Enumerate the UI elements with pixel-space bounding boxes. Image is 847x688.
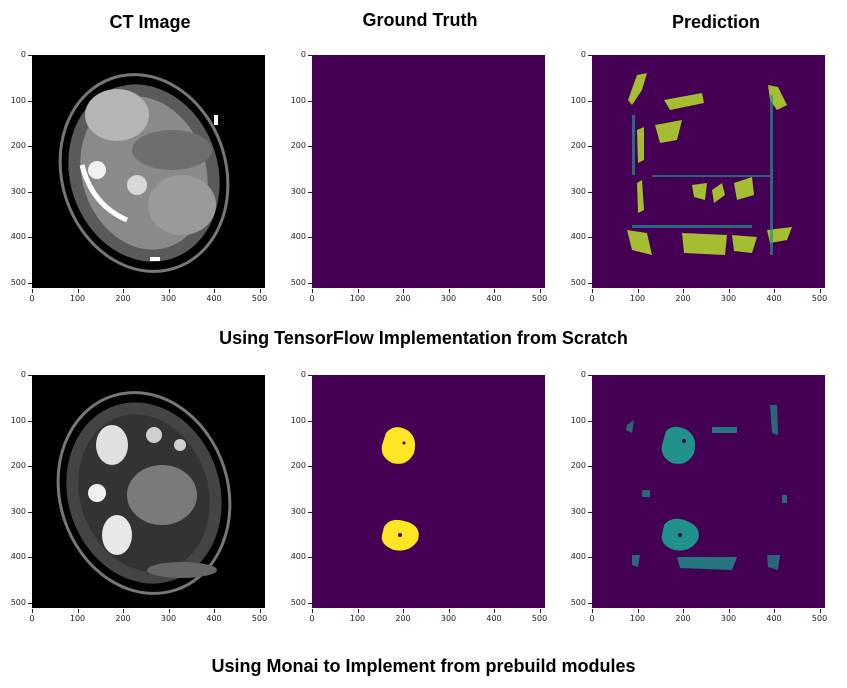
x-tick-label: 0 <box>20 289 44 303</box>
y-tick-label: 300 <box>2 187 32 196</box>
ground-truth-mask <box>381 427 419 551</box>
x-tick-label: 200 <box>391 609 415 623</box>
y-tick-label: 300 <box>562 507 592 516</box>
y-tick-label: 200 <box>282 141 312 150</box>
y-tick-label: 100 <box>2 416 32 425</box>
y-tick-label: 500 <box>2 278 32 287</box>
y-tick-label: 400 <box>2 232 32 241</box>
ct-image-panel <box>32 375 265 608</box>
x-tick-label: 400 <box>202 289 226 303</box>
y-tick-label: 100 <box>282 96 312 105</box>
x-tick-label: 200 <box>111 609 135 623</box>
row-caption-monai: Using Monai to Implement from prebuild m… <box>211 656 636 676</box>
x-tick-label: 300 <box>157 289 181 303</box>
x-tick-label: 300 <box>437 289 461 303</box>
ct-slice-image <box>56 391 232 595</box>
prediction-mask <box>626 405 787 570</box>
x-tick-label: 200 <box>671 289 695 303</box>
y-tick-label: 400 <box>2 552 32 561</box>
y-tick-label: 200 <box>562 141 592 150</box>
x-tick-label: 200 <box>111 289 135 303</box>
y-tick-label: 400 <box>282 232 312 241</box>
x-tick-label: 100 <box>346 289 370 303</box>
x-tick-label: 300 <box>157 609 181 623</box>
y-tick-label: 200 <box>2 141 32 150</box>
x-tick-label: 500 <box>248 609 272 623</box>
y-tick-label: 500 <box>562 278 592 287</box>
x-tick-label: 200 <box>391 289 415 303</box>
x-tick-label: 400 <box>762 289 786 303</box>
x-tick-label: 500 <box>808 289 832 303</box>
ground-truth-panel <box>312 55 545 288</box>
x-tick-label: 100 <box>66 289 90 303</box>
y-tick-label: 300 <box>562 187 592 196</box>
y-tick-label: 0 <box>282 370 312 379</box>
x-tick-label: 100 <box>346 609 370 623</box>
y-tick-label: 500 <box>282 278 312 287</box>
x-tick-label: 300 <box>437 609 461 623</box>
x-tick-label: 500 <box>808 609 832 623</box>
y-tick-label: 0 <box>2 370 32 379</box>
prediction-mask <box>627 73 792 255</box>
x-tick-label: 500 <box>528 289 552 303</box>
y-tick-label: 500 <box>2 598 32 607</box>
y-tick-label: 100 <box>562 416 592 425</box>
x-tick-label: 500 <box>248 289 272 303</box>
y-tick-label: 200 <box>562 461 592 470</box>
ground-truth-panel <box>312 375 545 608</box>
y-tick-label: 0 <box>562 50 592 59</box>
y-tick-label: 200 <box>282 461 312 470</box>
y-tick-label: 300 <box>282 507 312 516</box>
y-tick-label: 100 <box>2 96 32 105</box>
y-tick-label: 0 <box>282 50 312 59</box>
y-tick-label: 100 <box>282 416 312 425</box>
x-tick-label: 0 <box>20 609 44 623</box>
x-tick-label: 300 <box>717 289 741 303</box>
ct-image-panel <box>32 55 265 288</box>
y-tick-label: 400 <box>282 552 312 561</box>
x-tick-label: 0 <box>580 289 604 303</box>
y-tick-label: 500 <box>562 598 592 607</box>
prediction-panel <box>592 55 825 288</box>
y-tick-label: 200 <box>2 461 32 470</box>
row-caption-tensorflow: Using TensorFlow Implementation from Scr… <box>219 328 628 348</box>
x-tick-label: 100 <box>626 289 650 303</box>
column-title-ct-image: CT Image <box>109 12 191 32</box>
ct-slice-image <box>58 73 230 273</box>
column-title-ground-truth: Ground Truth <box>362 10 478 30</box>
x-tick-label: 0 <box>300 609 324 623</box>
y-tick-label: 100 <box>562 96 592 105</box>
x-tick-label: 200 <box>671 609 695 623</box>
x-tick-label: 300 <box>717 609 741 623</box>
x-tick-label: 400 <box>482 289 506 303</box>
x-tick-label: 500 <box>528 609 552 623</box>
x-tick-label: 400 <box>202 609 226 623</box>
x-tick-label: 400 <box>762 609 786 623</box>
y-tick-label: 400 <box>562 232 592 241</box>
y-tick-label: 500 <box>282 598 312 607</box>
x-tick-label: 100 <box>66 609 90 623</box>
x-tick-label: 400 <box>482 609 506 623</box>
y-tick-label: 0 <box>2 50 32 59</box>
x-tick-label: 100 <box>626 609 650 623</box>
y-tick-label: 0 <box>562 370 592 379</box>
y-tick-label: 400 <box>562 552 592 561</box>
prediction-panel <box>592 375 825 608</box>
y-tick-label: 300 <box>282 187 312 196</box>
y-tick-label: 300 <box>2 507 32 516</box>
x-tick-label: 0 <box>300 289 324 303</box>
column-title-prediction: Prediction <box>671 12 760 32</box>
x-tick-label: 0 <box>580 609 604 623</box>
